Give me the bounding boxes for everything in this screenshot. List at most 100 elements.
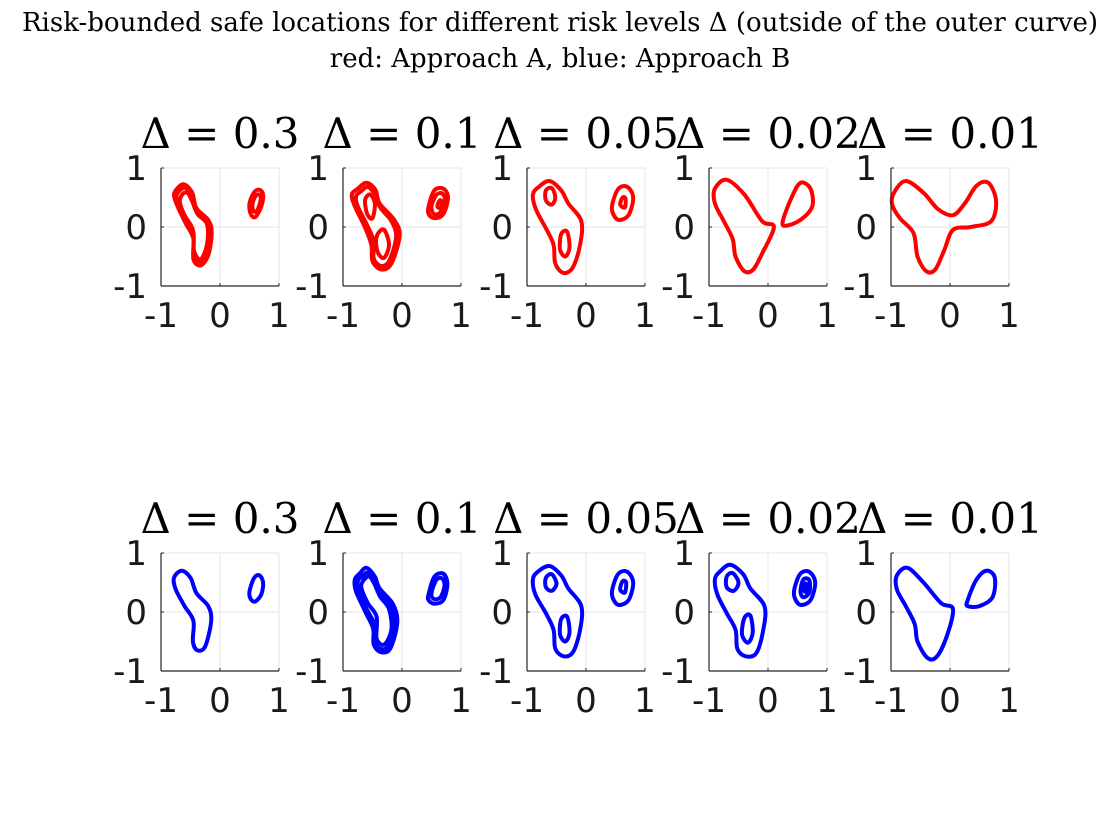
x-tick-label: 1 — [998, 681, 1020, 721]
safe-region-contour — [964, 568, 998, 610]
x-tick-label: 0 — [939, 681, 961, 721]
x-tick-label: 0 — [757, 681, 779, 721]
subplot-b-5: -1 0 110-1Δ = 0.01 — [843, 494, 1043, 721]
y-tick-label: -1 — [843, 267, 877, 307]
y-tick-label: 0 — [307, 593, 329, 633]
y-tick-label: -1 — [295, 652, 329, 692]
x-tick-label: 1 — [816, 296, 838, 336]
safe-region-contour — [353, 184, 399, 269]
x-tick-label: -1 — [144, 681, 178, 721]
x-tick-label: 1 — [268, 681, 290, 721]
figure-title-line-1: Risk-bounded safe locations for differen… — [21, 8, 1099, 38]
x-tick-label: 0 — [391, 681, 413, 721]
safe-region-contour — [429, 190, 448, 217]
y-tick-label: 1 — [855, 149, 877, 189]
x-tick-label: -1 — [326, 681, 360, 721]
safe-region-contour — [798, 576, 813, 600]
safe-region-contour — [425, 571, 450, 606]
x-tick-label: 1 — [450, 296, 472, 336]
y-tick-label: 1 — [125, 149, 147, 189]
y-tick-label: -1 — [113, 267, 147, 307]
y-tick-label: -1 — [113, 652, 147, 692]
safe-region-contour — [247, 573, 266, 604]
y-tick-label: 1 — [491, 149, 513, 189]
y-tick-label: 0 — [491, 208, 513, 248]
x-tick-label: 1 — [634, 296, 656, 336]
x-tick-label: 0 — [209, 296, 231, 336]
y-tick-label: -1 — [295, 267, 329, 307]
x-tick-label: 0 — [575, 681, 597, 721]
y-tick-label: 1 — [125, 534, 147, 574]
y-tick-label: 0 — [307, 208, 329, 248]
safe-region-contour — [609, 184, 636, 222]
safe-region-contour — [739, 612, 755, 645]
safe-region-contour — [618, 578, 629, 595]
subplot-b-2: -1 0 110-1Δ = 0.1 — [295, 494, 481, 721]
safe-region-contour — [530, 178, 585, 276]
subplot-title: Δ = 0.05 — [493, 494, 679, 543]
safe-region-contour — [352, 565, 400, 655]
x-tick-label: 0 — [575, 296, 597, 336]
y-tick-label: 0 — [491, 593, 513, 633]
subplot-a-2: -1 0 110-1Δ = 0.1 — [295, 109, 481, 336]
safe-region-contour — [374, 227, 391, 261]
x-tick-label: -1 — [144, 296, 178, 336]
safe-region-contour — [723, 570, 741, 593]
safe-region-contour — [171, 568, 214, 653]
subplot-a-4: -1 0 110-1Δ = 0.02 — [661, 109, 861, 336]
safe-region-contour — [609, 569, 636, 607]
subplot-a-5: -1 0 110-1Δ = 0.01 — [843, 109, 1043, 336]
safe-region-contour — [791, 569, 818, 607]
subplot-title: Δ = 0.01 — [857, 109, 1043, 158]
safe-region-contour — [711, 177, 776, 275]
y-tick-label: 1 — [491, 534, 513, 574]
x-tick-label: -1 — [510, 681, 544, 721]
y-tick-label: 1 — [307, 534, 329, 574]
x-tick-label: 1 — [998, 296, 1020, 336]
x-tick-label: 0 — [391, 296, 413, 336]
subplot-a-3: -1 0 110-1Δ = 0.05 — [479, 109, 679, 336]
y-tick-label: 1 — [307, 149, 329, 189]
y-tick-label: -1 — [479, 267, 513, 307]
y-tick-label: -1 — [661, 267, 695, 307]
subplot-title: Δ = 0.02 — [675, 109, 861, 158]
subplot-b-3: -1 0 110-1Δ = 0.05 — [479, 494, 679, 721]
safe-region-contour — [425, 185, 450, 221]
y-tick-label: -1 — [843, 652, 877, 692]
safe-region-contour — [530, 563, 585, 659]
safe-region-contour — [543, 185, 558, 207]
y-tick-label: 1 — [855, 534, 877, 574]
safe-region-contour — [557, 228, 572, 259]
y-tick-label: 0 — [673, 208, 695, 248]
safe-region-contour — [543, 572, 559, 593]
x-tick-label: 1 — [268, 296, 290, 336]
y-tick-label: 1 — [673, 534, 695, 574]
figure-title-line-2: red: Approach A, blue: Approach B — [329, 44, 791, 74]
x-tick-label: -1 — [510, 296, 544, 336]
x-tick-label: -1 — [326, 296, 360, 336]
safe-region-contour — [712, 562, 768, 659]
subplot-title: Δ = 0.1 — [322, 109, 481, 158]
x-tick-label: -1 — [692, 296, 726, 336]
safe-region-contour — [429, 575, 447, 602]
x-tick-label: -1 — [874, 296, 908, 336]
y-tick-label: -1 — [479, 652, 513, 692]
y-tick-label: 0 — [125, 208, 147, 248]
x-tick-label: -1 — [692, 681, 726, 721]
safe-region-contour — [362, 192, 377, 221]
safe-region-contour — [893, 565, 956, 662]
x-tick-label: 0 — [209, 681, 231, 721]
safe-region-contour — [618, 194, 628, 210]
y-tick-label: -1 — [661, 652, 695, 692]
x-tick-label: 1 — [450, 681, 472, 721]
safe-region-contour — [801, 581, 810, 595]
y-tick-label: 0 — [125, 593, 147, 633]
safe-region-contour — [435, 198, 445, 211]
subplot-title: Δ = 0.01 — [857, 494, 1043, 543]
x-tick-label: 1 — [634, 681, 656, 721]
safe-region-contour — [247, 187, 266, 220]
safe-region-contour — [174, 185, 212, 265]
x-tick-label: 0 — [939, 296, 961, 336]
y-tick-label: 1 — [673, 149, 695, 189]
